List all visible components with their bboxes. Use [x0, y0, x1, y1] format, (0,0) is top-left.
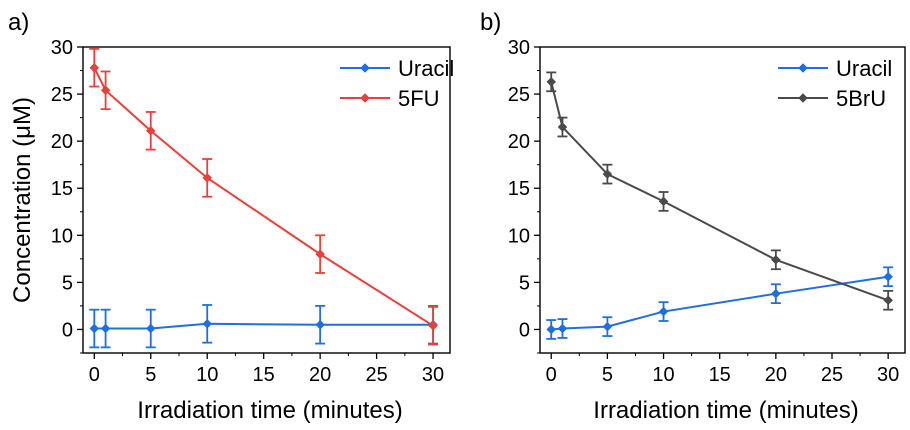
- y-tick-label: 15: [508, 178, 530, 200]
- legend: Uracil 5FU: [340, 56, 454, 111]
- y-tick-label: 0: [519, 319, 530, 341]
- y-tick-label: 25: [51, 84, 73, 106]
- series-line: [550, 81, 889, 302]
- x-tick-label: 5: [145, 364, 156, 386]
- panel-a: a) 0 5 10 15 20 25 30 0 5 10 15 20 25 30 Irradiation ti…: [8, 9, 454, 424]
- data-point: [202, 318, 213, 329]
- series-line: [94, 322, 434, 330]
- data-point: [883, 271, 894, 282]
- series-line: [551, 275, 889, 331]
- legend-marker: [360, 63, 370, 73]
- legend-marker: [798, 93, 808, 103]
- series-5bru: [546, 71, 894, 311]
- y-axis-label: Concentration (μM): [9, 97, 36, 303]
- y-tick-label: 30: [51, 37, 73, 59]
- data-point: [145, 125, 156, 136]
- data-point: [557, 122, 568, 132]
- x-tick-label: 0: [546, 364, 557, 386]
- panel-label: b): [480, 9, 501, 36]
- plot-frame: [82, 46, 451, 354]
- panel-label: a): [8, 9, 29, 36]
- data-point: [145, 323, 156, 334]
- legend-label: Uracil: [836, 56, 892, 81]
- data-point: [428, 320, 438, 331]
- x-tick-label: 10: [652, 364, 674, 386]
- x-axis-label: Irradiation time (minutes): [137, 397, 402, 424]
- x-tick-label: 30: [422, 364, 444, 386]
- data-point: [557, 323, 568, 334]
- y-tick-label: 5: [62, 272, 73, 294]
- x-tick-label: 25: [365, 364, 387, 386]
- x-tick-label: 15: [709, 364, 731, 386]
- y-tick-label: 10: [508, 225, 530, 247]
- data-point: [315, 249, 325, 259]
- data-point: [770, 288, 781, 299]
- data-point: [658, 306, 669, 317]
- data-point: [89, 62, 100, 73]
- data-point: [770, 254, 781, 265]
- series-5fu: [89, 47, 439, 346]
- data-point: [883, 295, 894, 306]
- plot-frame: [539, 46, 906, 354]
- y-tick-label: 20: [508, 131, 530, 153]
- x-tick-label: 0: [89, 364, 100, 386]
- data-point: [546, 76, 557, 87]
- series-line: [93, 67, 434, 327]
- data-point: [602, 169, 613, 179]
- series-uracil: [89, 304, 439, 349]
- y-tick-label: 30: [508, 37, 530, 59]
- data-point: [100, 85, 111, 96]
- data-point: [658, 196, 669, 207]
- x-tick-label: 15: [253, 364, 275, 386]
- data-point: [202, 173, 213, 183]
- y-tick-label: 5: [519, 272, 530, 294]
- series-uracil: [546, 266, 894, 340]
- legend-marker: [798, 63, 808, 73]
- legend-label: 5BrU: [836, 86, 886, 111]
- legend-label: Uracil: [398, 56, 454, 81]
- panel-b: b) 0 5 10 15 20 25 30 0 5 10 15 20 25 30 Irradiation ti…: [480, 9, 906, 424]
- y-tick-label: 15: [51, 178, 73, 200]
- x-tick-label: 20: [309, 364, 331, 386]
- data-point: [602, 321, 613, 332]
- y-tick-label: 10: [51, 225, 73, 247]
- legend-marker: [360, 93, 370, 103]
- y-tick-label: 20: [51, 131, 73, 153]
- x-axis-label: Irradiation time (minutes): [593, 397, 858, 424]
- x-tick-label: 10: [196, 364, 218, 386]
- data-point: [89, 323, 100, 334]
- x-tick-label: 20: [765, 364, 787, 386]
- legend-label: 5FU: [398, 86, 440, 111]
- data-point: [100, 323, 111, 334]
- legend: Uracil 5BrU: [778, 56, 892, 111]
- data-point: [546, 324, 557, 335]
- y-tick-label: 25: [508, 84, 530, 106]
- x-tick-label: 5: [602, 364, 613, 386]
- data-point: [315, 319, 325, 330]
- x-tick-label: 25: [821, 364, 843, 386]
- y-tick-label: 0: [62, 319, 73, 341]
- x-tick-label: 30: [877, 364, 899, 386]
